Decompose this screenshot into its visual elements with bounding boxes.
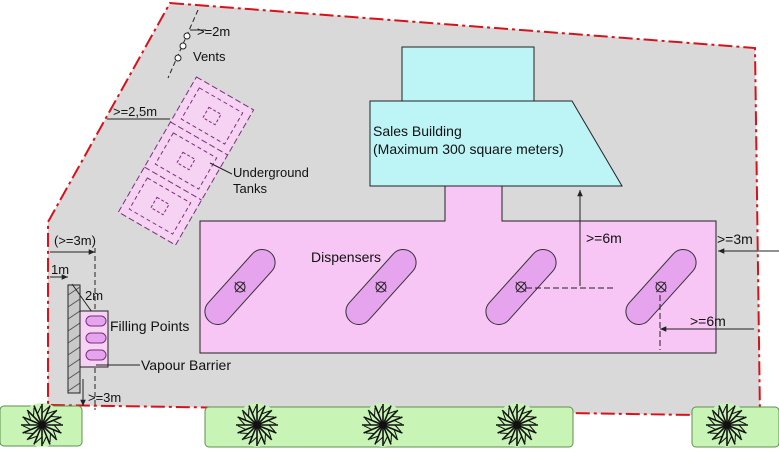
dispenser-canopy — [199, 185, 717, 354]
vent-1 — [183, 32, 191, 40]
sales-building-roof — [401, 46, 535, 102]
filling-point-2 — [85, 332, 107, 344]
tree-2 — [235, 403, 279, 447]
wall-offset-label: (>=3m) — [54, 233, 96, 248]
filling-points-label: Filling Points — [110, 318, 189, 334]
sales-building-label: Sales Building — [373, 123, 462, 139]
dispenser-4 — [625, 248, 697, 326]
filling-point-1 — [85, 315, 107, 327]
filling-point-3 — [85, 349, 107, 361]
tanks-label-line1: Underground — [233, 165, 309, 180]
canopy-right-gap-label: >=3m — [717, 231, 753, 247]
building-canopy-gap-label: >=6m — [586, 230, 622, 246]
vent-2 — [179, 42, 187, 50]
dispenser-2 — [345, 248, 417, 326]
tank-offset-label: >=2,5m — [113, 104, 157, 119]
underground-tanks — [117, 76, 255, 246]
dispenser-3 — [485, 248, 557, 326]
vents-spacing-label: >=2m — [197, 24, 230, 39]
tree-4 — [495, 403, 539, 447]
sales-building-size-label: (Maximum 300 square meters) — [373, 141, 564, 157]
tree-3 — [361, 403, 405, 447]
bottom-gap-label: >=3m — [88, 390, 121, 405]
tree-5 — [705, 403, 749, 447]
vents-label: Vents — [193, 49, 226, 64]
vent-3 — [174, 54, 182, 62]
dispenser-gap-label: >=6m — [690, 313, 726, 329]
dispensers — [204, 248, 697, 326]
wall-hatching — [67, 286, 81, 392]
wall-1m-label: 1m — [51, 262, 69, 277]
dispensers-label: Dispensers — [311, 249, 381, 265]
sales-building — [369, 100, 623, 187]
dispenser-1 — [204, 248, 276, 326]
wall-2m-label: 2m — [85, 288, 103, 303]
vapour-barrier-label: Vapour Barrier — [141, 357, 231, 373]
tanks-label-line2: Tanks — [233, 181, 267, 196]
tree-1 — [20, 403, 64, 447]
